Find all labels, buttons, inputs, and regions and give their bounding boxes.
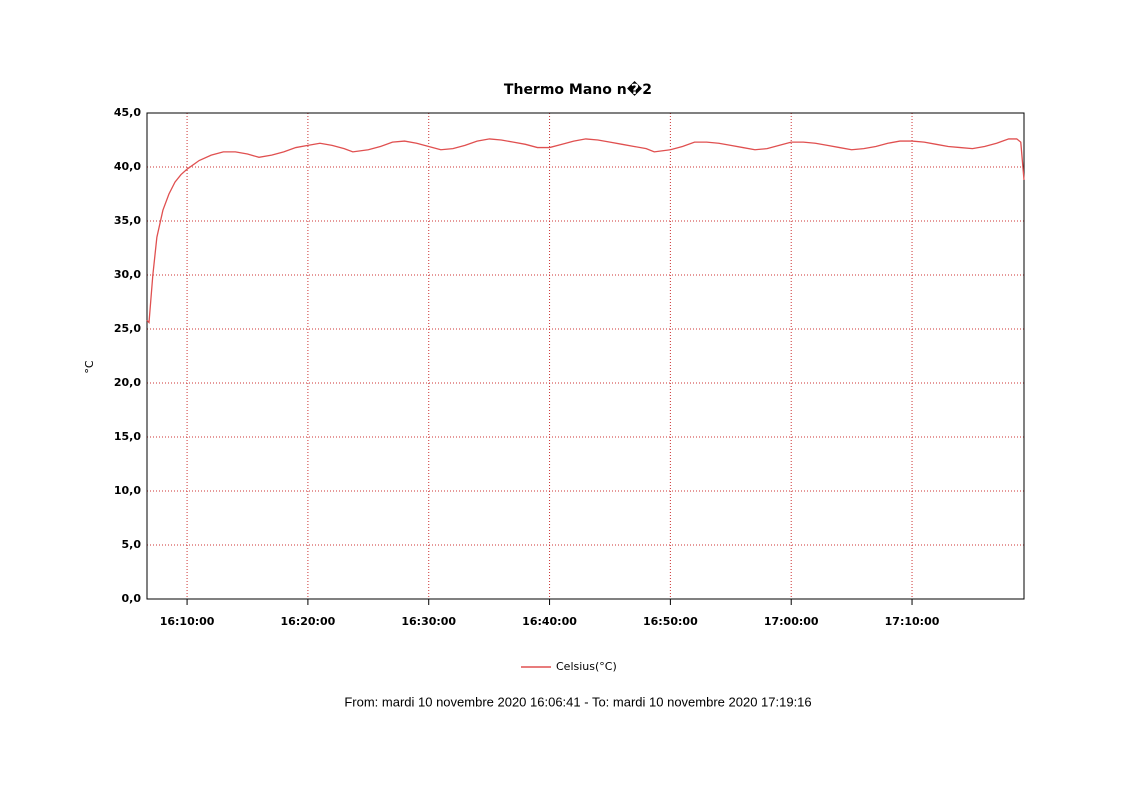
y-tick-label: 10,0: [114, 484, 141, 497]
y-tick-label: 35,0: [114, 214, 141, 227]
x-tick-label: 16:40:00: [522, 615, 577, 628]
series-line: [146, 138, 1025, 325]
y-tick-label: 40,0: [114, 160, 141, 173]
x-tick-label: 16:50:00: [643, 615, 698, 628]
y-tick-label: 25,0: [114, 322, 141, 335]
x-tick-label: 16:10:00: [160, 615, 215, 628]
footer: From: mardi 10 novembre 2020 16:06:41 - …: [344, 694, 811, 709]
y-tick-label: 20,0: [114, 376, 141, 389]
x-tick-label: 16:30:00: [401, 615, 456, 628]
legend-label: Celsius(°C): [556, 660, 617, 673]
y-tick-label: 15,0: [114, 430, 141, 443]
chart-title: Thermo Mano n�2: [504, 81, 652, 98]
x-tick-label: 17:10:00: [885, 615, 940, 628]
y-tick-label: 0,0: [122, 592, 142, 605]
y-axis-label: °C: [83, 360, 96, 374]
x-tick-label: 16:20:00: [281, 615, 336, 628]
plot-frame: [146, 112, 1025, 600]
y-tick-label: 5,0: [122, 538, 142, 551]
y-tick-label: 45,0: [114, 106, 141, 119]
y-tick-label: 30,0: [114, 268, 141, 281]
x-tick-label: 17:00:00: [764, 615, 819, 628]
